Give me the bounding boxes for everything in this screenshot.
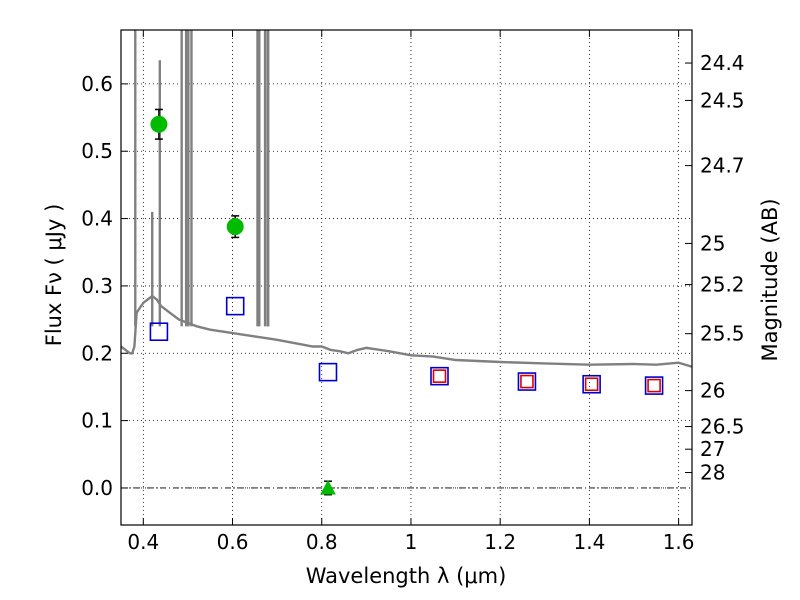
x-tick-label: 1.6 bbox=[663, 530, 695, 554]
model-flux-square-red bbox=[432, 369, 447, 383]
x-tick-label: 0.4 bbox=[127, 530, 159, 554]
y-tick-label: 0.3 bbox=[81, 274, 113, 298]
y-tick-label: 0.2 bbox=[81, 341, 113, 365]
sed-model-line bbox=[121, 294, 692, 368]
y2-axis-label: Magnitude (AB) bbox=[758, 198, 782, 361]
x-tick-label: 0.6 bbox=[217, 530, 249, 554]
x-tick-label: 1 bbox=[405, 530, 418, 554]
y2-tick-label: 24.7 bbox=[700, 154, 745, 178]
y2-tick-label: 28 bbox=[700, 461, 725, 485]
model-flux-square bbox=[225, 296, 245, 316]
model-flux-square-red bbox=[520, 374, 534, 389]
y2-tick-label: 25 bbox=[700, 231, 725, 255]
y2-tick-label: 25.5 bbox=[700, 322, 745, 346]
y-tick-label: 0.4 bbox=[81, 207, 113, 231]
series-group bbox=[121, 30, 692, 496]
grid-lines bbox=[121, 30, 692, 525]
x-tick-label: 0.8 bbox=[306, 530, 338, 554]
model-flux-square-red bbox=[647, 378, 661, 393]
model-flux-square-red bbox=[584, 377, 599, 392]
observed-flux-point bbox=[150, 115, 168, 133]
y-tick-label: 0.1 bbox=[81, 409, 113, 433]
y-axis-ticks: 0.0 0.1 0.2 0.3 0.4 0.5 0.6 bbox=[81, 72, 128, 500]
y-axis-label: Flux Fν ( μJy ) bbox=[42, 204, 66, 347]
x-tick-label: 1.2 bbox=[484, 530, 516, 554]
y2-tick-label: 24.4 bbox=[700, 51, 745, 75]
x-tick-label: 1.4 bbox=[573, 530, 605, 554]
y-tick-label: 0.5 bbox=[81, 139, 113, 163]
model-flux-square bbox=[318, 362, 338, 382]
model-flux-square bbox=[517, 372, 537, 391]
x-axis-ticks: 0.4 0.6 0.8 1 1.2 1.4 1.6 bbox=[127, 30, 695, 554]
model-flux-square bbox=[644, 376, 664, 395]
plot-frame bbox=[120, 29, 693, 526]
y2-tick-label: 26 bbox=[700, 379, 725, 403]
y-tick-label: 0.0 bbox=[81, 476, 113, 500]
model-flux-square bbox=[149, 322, 169, 342]
y-tick-label: 0.6 bbox=[81, 72, 113, 96]
model-flux-square bbox=[582, 374, 601, 394]
y2-tick-label: 26.5 bbox=[700, 415, 745, 439]
upper-limit-marker bbox=[320, 479, 336, 495]
x-axis-label: Wavelength λ (μm) bbox=[306, 564, 507, 588]
y2-tick-label: 25.2 bbox=[700, 273, 745, 297]
y2-tick-label: 27 bbox=[700, 437, 725, 461]
plot-area bbox=[121, 30, 692, 496]
model-flux-square bbox=[430, 366, 449, 386]
observed-flux-point bbox=[226, 218, 244, 236]
y2-tick-label: 24.5 bbox=[700, 88, 745, 112]
